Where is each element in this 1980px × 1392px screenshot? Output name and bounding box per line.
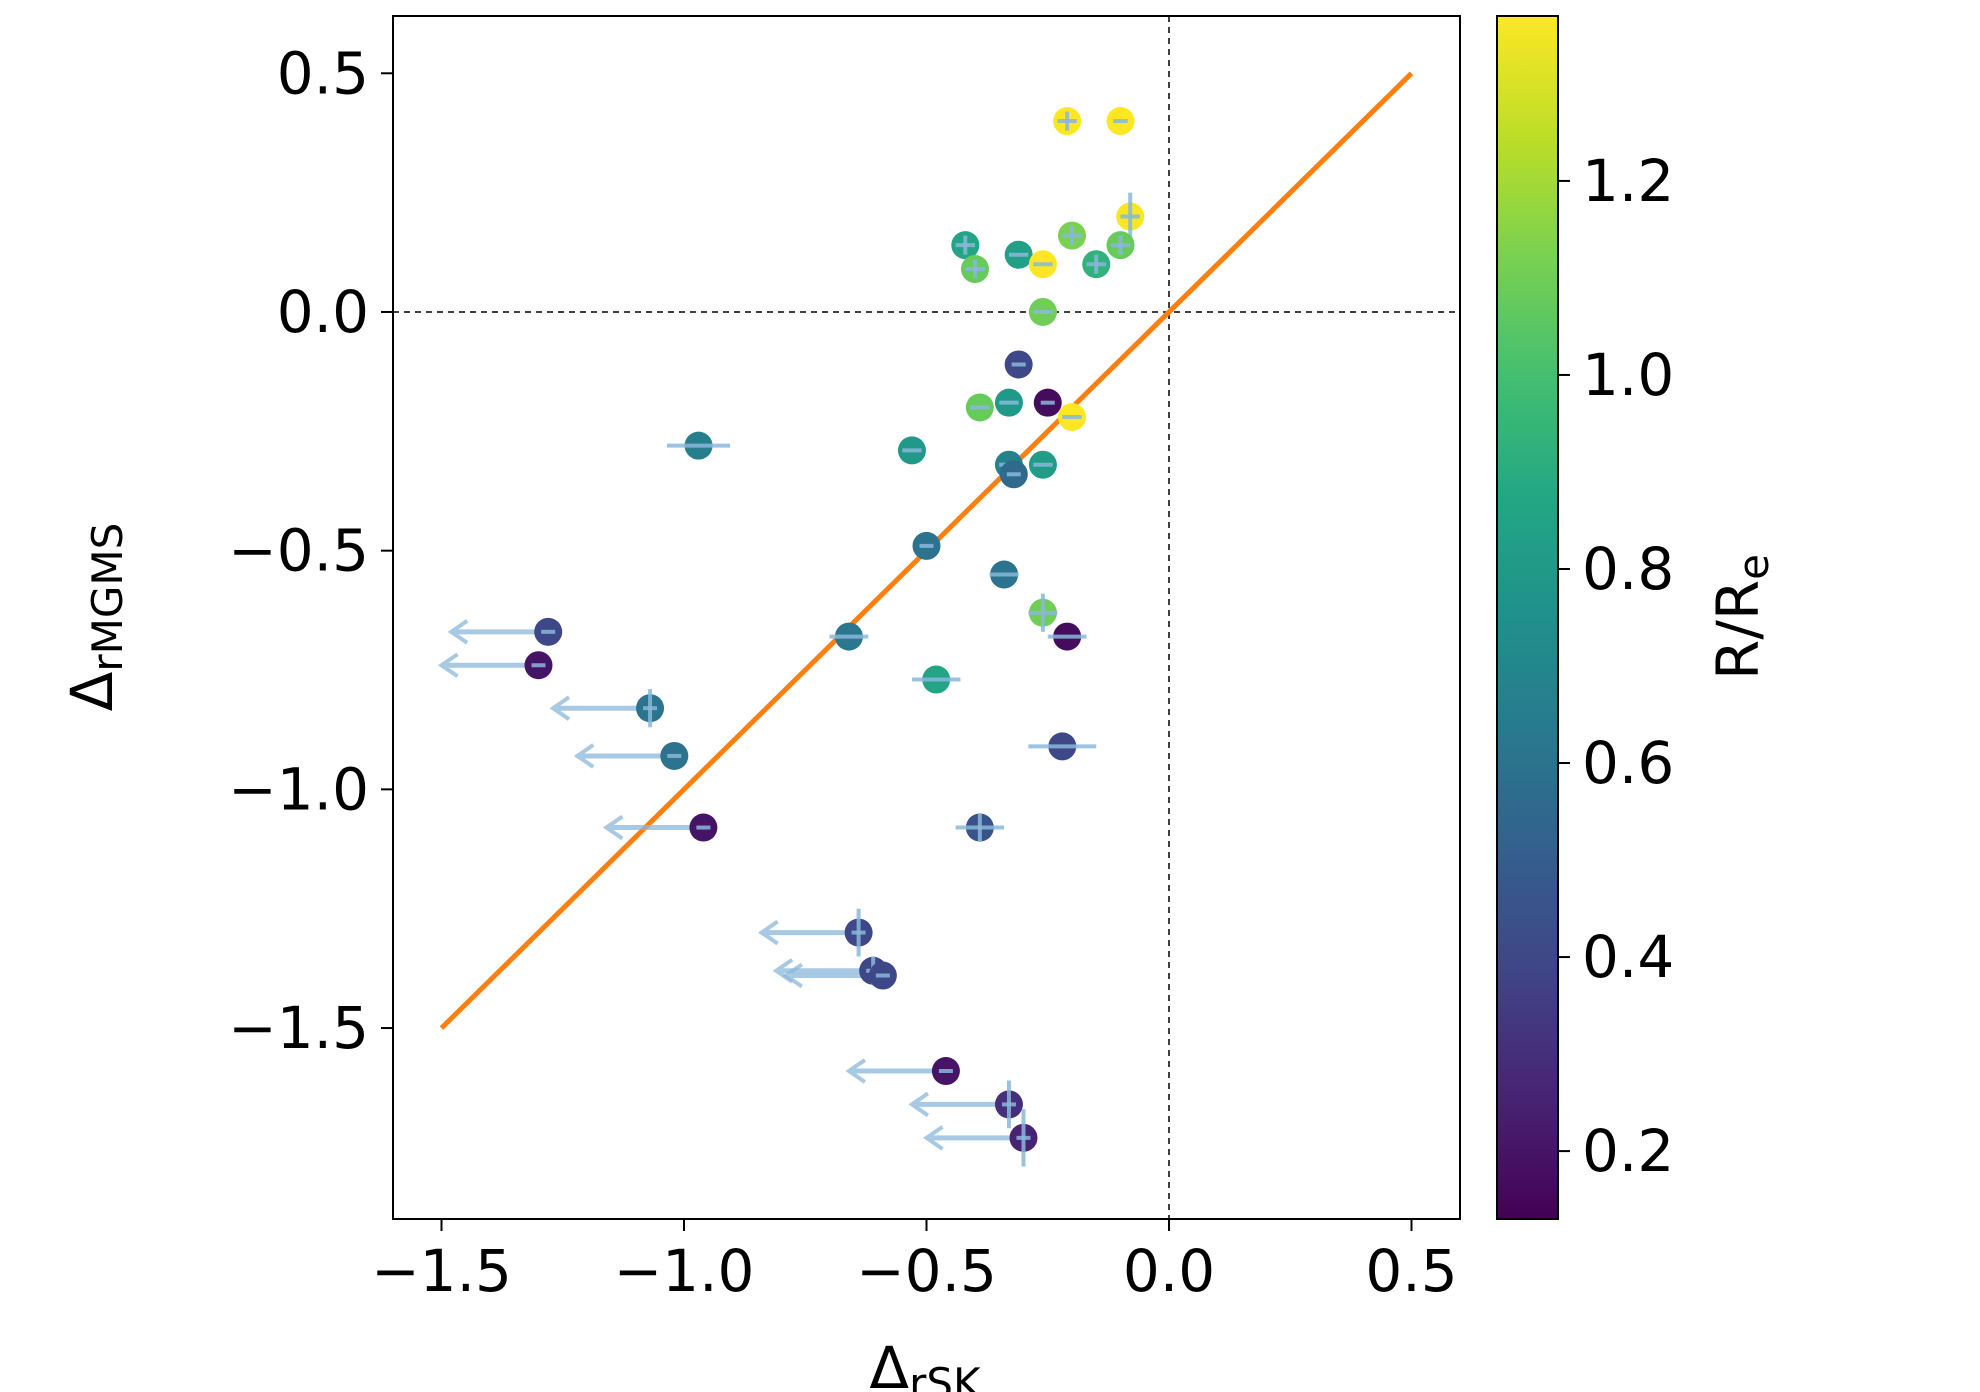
y-axis-label: ΔrMGMS — [58, 523, 132, 712]
arrow-head — [782, 962, 803, 989]
upper-limit-arrow — [908, 1091, 1009, 1118]
colorbar-tick-label: 1.0 — [1582, 341, 1674, 409]
x-axis-label-sub: rSK — [909, 1359, 982, 1392]
plot-clip-group — [393, 16, 1460, 1219]
colorbar-frame — [1496, 15, 1559, 1220]
arrow-head — [447, 619, 469, 645]
arrow-head — [845, 1058, 867, 1084]
x-tick-label: −0.5 — [856, 1237, 997, 1305]
arrow-head — [908, 1091, 930, 1118]
upper-limit-arrow — [573, 743, 675, 769]
upper-limit-arrow — [602, 814, 704, 841]
colorbar-tick-label: 0.6 — [1582, 729, 1674, 797]
arrow-head — [922, 1125, 944, 1151]
arrow-head — [573, 743, 595, 769]
colorbar-tick-label: 0.8 — [1582, 535, 1674, 603]
y-tick-label: −1.5 — [228, 994, 369, 1062]
colorbar-label-sub: e — [1729, 554, 1778, 580]
upper-limit-arrow — [922, 1125, 1024, 1151]
plot-frame — [392, 15, 1461, 1220]
colorbar-label-base: R/R — [1704, 580, 1772, 680]
x-tick-label: −1.5 — [371, 1237, 512, 1305]
arrow-head — [602, 814, 624, 841]
x-tick-label: 0.0 — [1123, 1237, 1215, 1305]
arrow-head — [758, 919, 779, 946]
upper-limit-arrow — [437, 652, 539, 678]
colorbar-tick-label: 0.2 — [1582, 1117, 1674, 1185]
colorbar-tick-label: 0.4 — [1582, 923, 1674, 991]
arrow-head — [437, 652, 459, 678]
colorbar: 0.2 0.4 0.6 0.8 1.0 1.2 — [1496, 15, 1674, 1220]
colorbar-label: R/Re — [1704, 554, 1778, 680]
x-tick-label: 0.5 — [1365, 1237, 1457, 1305]
y-tick-label: −1.0 — [228, 755, 369, 823]
upper-limit-arrow — [845, 1058, 946, 1084]
x-axis-label-base: Δ — [869, 1334, 909, 1392]
x-axis-label: ΔrSK — [869, 1334, 982, 1392]
upper-limit-arrow — [758, 919, 859, 946]
y-tick-label: 0.5 — [277, 39, 369, 107]
colorbar-tick-label: 1.2 — [1582, 147, 1674, 215]
y-tick-label: 0.0 — [277, 278, 369, 346]
colorbar-gradient — [1497, 16, 1558, 1219]
upper-limit-arrow — [549, 695, 651, 721]
y-tick-label: −0.5 — [228, 517, 369, 585]
y-axis-label-base: Δ — [58, 671, 126, 711]
axes: −1.5 −1.0 −0.5 0.0 0.5 −1.5 −1.0 −0.5 0.0 0.5 — [228, 15, 1461, 1305]
arrow-head — [549, 695, 571, 721]
plot-area — [393, 16, 1460, 1219]
x-tick-label: −1.0 — [614, 1237, 755, 1305]
upper-limit-arrow — [447, 619, 549, 645]
y-axis-label-sub: rMGMS — [83, 523, 132, 672]
